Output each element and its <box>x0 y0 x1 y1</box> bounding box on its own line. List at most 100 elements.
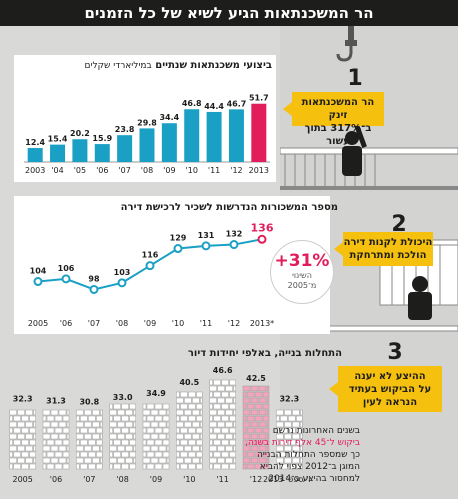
brick <box>109 451 113 458</box>
brick <box>250 445 259 452</box>
brick <box>162 427 170 434</box>
bar <box>251 103 267 162</box>
brick <box>80 439 88 446</box>
brick <box>50 433 59 440</box>
footnote-line-1: בשנים האחרונות נרשם <box>272 426 360 436</box>
brick <box>296 415 303 422</box>
data-label: 103 <box>114 268 131 277</box>
brick <box>233 385 236 392</box>
brick <box>33 457 36 464</box>
brick <box>54 463 63 470</box>
brick <box>209 379 213 386</box>
brick <box>233 409 236 416</box>
brick <box>284 421 292 428</box>
brick <box>80 463 88 470</box>
data-label: 46.8 <box>182 99 202 108</box>
data-point <box>61 274 71 284</box>
brick <box>133 445 136 452</box>
brick <box>209 445 217 452</box>
brick <box>92 409 100 416</box>
brick <box>292 433 300 440</box>
brick <box>29 427 36 434</box>
brick <box>88 463 96 470</box>
tick-label: '09 <box>163 166 175 175</box>
brick <box>250 409 259 416</box>
brick <box>154 403 163 410</box>
brick <box>180 463 188 470</box>
brick <box>96 427 103 434</box>
brick <box>176 439 180 446</box>
brick <box>54 415 63 422</box>
brick <box>254 427 263 434</box>
brick <box>188 403 196 410</box>
tick-label: '04 <box>51 166 63 175</box>
brick <box>46 427 55 434</box>
brick <box>213 415 221 422</box>
tick-label: '07 <box>88 319 100 328</box>
brick <box>262 427 270 434</box>
brick <box>246 451 255 458</box>
brick <box>229 403 236 410</box>
brick <box>242 421 251 428</box>
brick <box>129 463 136 470</box>
callout-1-line-2: ב־317% בתוך עשור <box>304 123 372 147</box>
brick <box>25 421 33 428</box>
brick <box>284 433 292 440</box>
brick <box>196 463 203 470</box>
brick <box>158 445 167 452</box>
brick <box>209 433 217 440</box>
brick <box>42 445 51 452</box>
data-point <box>173 244 183 254</box>
tick-label: '10 <box>186 166 198 175</box>
brick <box>92 457 100 464</box>
brick <box>296 463 303 470</box>
brick <box>225 385 233 392</box>
brick <box>166 433 170 440</box>
brick <box>21 427 29 434</box>
data-label: 129 <box>170 234 187 243</box>
brick-column <box>9 409 36 470</box>
brick <box>246 415 255 422</box>
brick <box>192 457 200 464</box>
brick <box>246 463 255 470</box>
brick <box>180 427 188 434</box>
callout-3-line-1: ההיצע לא יענה <box>354 371 426 382</box>
brick <box>50 421 59 428</box>
brick <box>150 433 159 440</box>
brick <box>162 415 170 422</box>
brick <box>284 445 292 452</box>
brick <box>176 397 184 404</box>
brick <box>188 391 196 398</box>
brick <box>66 409 70 416</box>
brick <box>109 433 117 440</box>
brick <box>217 421 225 428</box>
brick <box>180 415 188 422</box>
brick <box>192 433 200 440</box>
brick <box>121 439 129 446</box>
brick <box>17 457 25 464</box>
brick <box>225 457 233 464</box>
bar <box>27 148 43 162</box>
brick <box>246 403 255 410</box>
brick <box>221 451 229 458</box>
brick <box>142 439 147 446</box>
change-label-2: מ־2005 <box>287 281 317 290</box>
brick <box>242 385 251 392</box>
brick <box>100 421 103 428</box>
brick <box>276 427 280 434</box>
brick <box>58 409 67 416</box>
brick <box>200 397 203 404</box>
brick <box>129 439 136 446</box>
brick-column <box>109 403 136 470</box>
brick <box>46 463 55 470</box>
brick <box>276 451 280 458</box>
brick <box>76 427 80 434</box>
brick <box>17 445 25 452</box>
brick <box>221 415 229 422</box>
brick <box>50 445 59 452</box>
brick <box>192 421 200 428</box>
brick <box>213 403 221 410</box>
brick <box>184 433 192 440</box>
brick <box>209 403 213 410</box>
brick <box>66 421 70 428</box>
